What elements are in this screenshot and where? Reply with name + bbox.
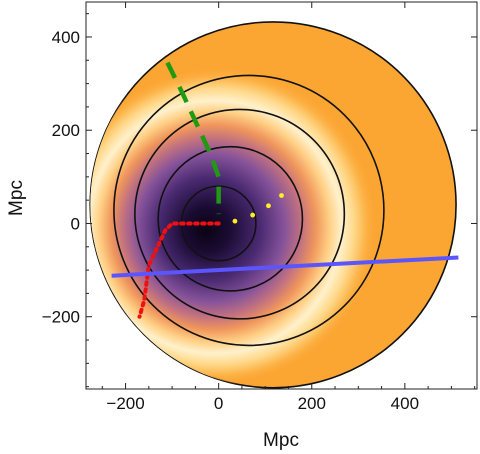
blue-line [111, 255, 459, 278]
contour-circle-2 [157, 145, 304, 292]
yellow-point-4 [279, 193, 284, 198]
x-tick-label: 0 [214, 394, 223, 413]
x-tick-label: 400 [391, 394, 419, 413]
y-tick-label: 400 [52, 28, 80, 47]
contour-circles [113, 74, 385, 347]
contour-circle-4 [113, 74, 385, 347]
y-axis-label: Mpc [6, 180, 27, 216]
density-disk [89, 21, 457, 389]
contour-circle-3 [134, 108, 346, 320]
y-tick-label: 0 [71, 214, 80, 233]
red-dotted-path [137, 221, 221, 319]
void-core [90, 21, 457, 388]
yellow-point-1 [232, 218, 238, 224]
yellow-point-3 [266, 203, 271, 209]
x-axis: −200 0 200 400 [101, 2, 476, 413]
x-axis-label: Mpc [263, 430, 299, 451]
yellow-point-2 [250, 212, 256, 218]
x-tick-label: 200 [298, 394, 326, 413]
y-axis: −200 0 200 400 [42, 13, 477, 388]
green-dashed-path [165, 61, 221, 215]
y-tick-label: −200 [42, 308, 80, 327]
x-tick-label: −200 [106, 394, 144, 413]
y-tick-label: 200 [52, 121, 80, 140]
series-layer [111, 61, 459, 319]
